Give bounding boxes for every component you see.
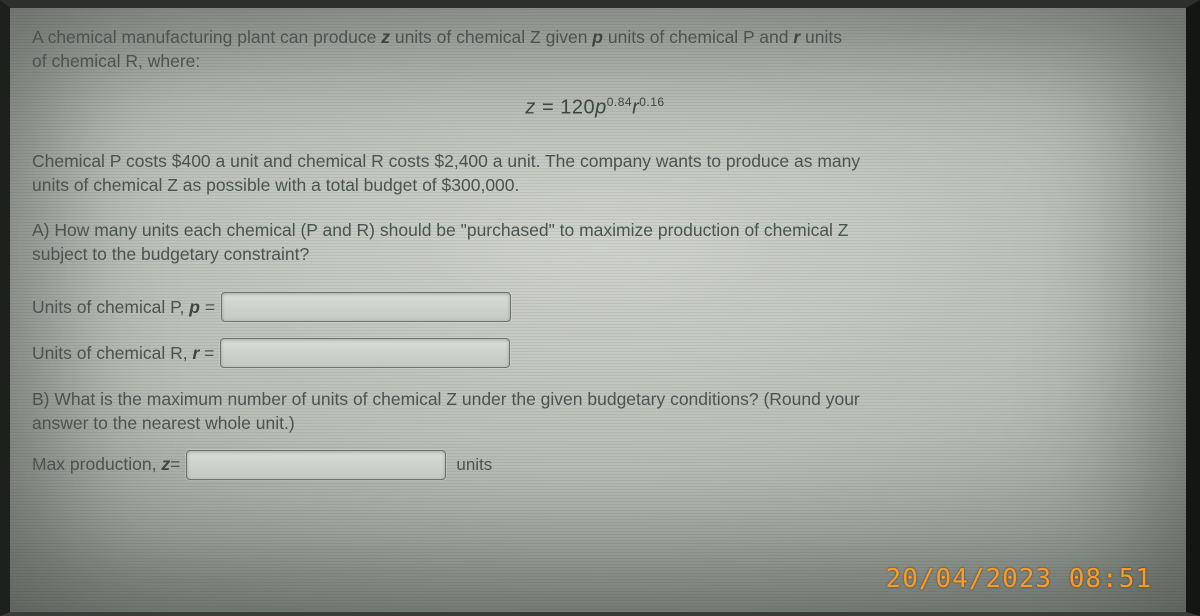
label-p: Units of chemical P, p =: [32, 297, 215, 318]
row-r: Units of chemical R, r =: [32, 338, 1158, 368]
costs-line-1: Chemical P costs $400 a unit and chemica…: [32, 150, 1158, 174]
equals: =: [200, 297, 215, 317]
text: A chemical manufacturing plant can produ…: [32, 27, 381, 47]
equals: =: [199, 343, 214, 363]
var-z: z: [381, 27, 390, 47]
input-r[interactable]: [220, 338, 510, 368]
camera-timestamp: 20/04/2023 08:51: [886, 564, 1152, 594]
formula-exp2: 0.16: [639, 95, 664, 109]
text: units: [800, 27, 842, 47]
costs-line-2: units of chemical Z as possible with a t…: [32, 174, 1158, 198]
row-p: Units of chemical P, p =: [32, 292, 1158, 322]
formula: z = 120p0.84r0.16: [32, 95, 1158, 120]
text: Units of chemical P,: [32, 297, 189, 317]
question-a-line-1: A) How many units each chemical (P and R…: [32, 219, 1158, 243]
sym-p: p: [189, 297, 200, 317]
var-p: p: [592, 27, 603, 47]
formula-exp1: 0.84: [607, 95, 632, 109]
input-z[interactable]: [186, 450, 446, 480]
equals: =: [170, 454, 180, 474]
question-b-line-2: answer to the nearest whole unit.): [32, 412, 1158, 436]
formula-lhs: z: [525, 97, 536, 119]
intro-line-2: of chemical R, where:: [32, 50, 1158, 74]
question-b-line-1: B) What is the maximum number of units o…: [32, 388, 1158, 412]
units-label: units: [456, 455, 492, 475]
text: units of chemical Z given: [390, 27, 592, 47]
formula-p: p: [595, 97, 607, 119]
formula-coef: 120: [560, 97, 595, 119]
intro-line-1: A chemical manufacturing plant can produ…: [32, 26, 1158, 50]
formula-eq: =: [536, 97, 560, 119]
question-panel: A chemical manufacturing plant can produ…: [0, 0, 1200, 616]
sym-z: z: [161, 454, 170, 474]
label-z: Max production, z=: [32, 454, 180, 475]
text: Max production,: [32, 454, 161, 474]
input-p[interactable]: [221, 292, 511, 322]
text: units of chemical P and: [603, 27, 793, 47]
text: Units of chemical R,: [32, 343, 192, 363]
label-r: Units of chemical R, r =: [32, 343, 214, 364]
question-a-line-2: subject to the budgetary constraint?: [32, 243, 1158, 267]
row-z: Max production, z= units: [32, 450, 1158, 480]
